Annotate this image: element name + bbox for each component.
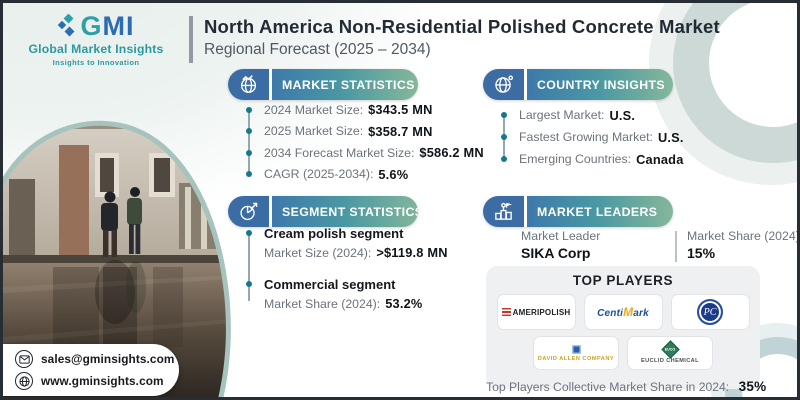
circular-monogram-logo: PC	[670, 294, 750, 330]
segment-label: Market Size (2024):	[264, 246, 372, 260]
stat-label: 2034 Forecast Market Size:	[264, 145, 415, 160]
top-players-box: TOP PLAYERS AMERIPOLISH CentiMark PC DAV…	[486, 266, 766, 394]
brand-tagline: Insights to Innovation	[52, 58, 140, 67]
insight-row: Fastest Growing Market: U.S.	[501, 126, 684, 148]
gmi-diamonds-icon	[58, 13, 75, 36]
podium-leader-icon	[483, 196, 527, 227]
diamond-icon: EUCO	[660, 340, 680, 359]
title-accent-bar	[189, 16, 193, 63]
globe-icon	[483, 69, 527, 100]
market-statistics-list: 2024 Market Size: $343.5 MN 2025 Market S…	[246, 99, 484, 185]
stat-row: 2024 Market Size: $343.5 MN	[246, 99, 484, 121]
section-title: MARKET STATISTICS	[272, 69, 418, 100]
bullet-dot	[246, 171, 252, 178]
market-share-value: 15%	[687, 245, 716, 261]
insight-label: Largest Market:	[519, 108, 605, 122]
market-leader-value: SIKA Corp	[521, 245, 591, 261]
section-title: MARKET LEADERS	[527, 196, 673, 227]
segment-heading: Cream polish segment	[264, 225, 404, 241]
footer-value: 35%	[738, 379, 767, 394]
pie-chart-arrow-icon	[228, 196, 272, 227]
gmi-logo: GMI Global Market Insights Insights to I…	[17, 11, 175, 68]
flag-icon	[501, 308, 511, 316]
stat-value: $343.5 MN	[368, 102, 433, 118]
market-statistics-header: MARKET STATISTICS	[228, 69, 418, 100]
stat-label: 2025 Market Size:	[264, 124, 364, 139]
market-leaders-header: MARKET LEADERS	[483, 196, 673, 227]
segment-label: Market Share (2024):	[264, 297, 381, 311]
bullet-dot	[501, 156, 507, 162]
contact-card: sales@gminsights.com www.gminsights.com	[3, 344, 179, 396]
market-share-label: Market Share (2024)	[687, 229, 800, 243]
top-players-title: TOP PLAYERS	[572, 273, 674, 288]
market-leader-block: Market Leader SIKA Corp	[521, 229, 600, 261]
monogram-circle-icon: PC	[697, 299, 723, 325]
bullet-dot	[501, 134, 507, 140]
insight-label: Fastest Growing Market:	[519, 130, 653, 144]
segment-statistics-list: Cream polish segment Market Size (2024):…	[246, 225, 448, 327]
country-insights-list: Largest Market: U.S. Fastest Growing Mark…	[501, 104, 684, 170]
bullet-dot	[246, 149, 252, 156]
brand-name: Global Market Insights	[28, 42, 164, 56]
top-players-footer: Top Players Collective Market Share in 2…	[486, 378, 766, 396]
insight-value: U.S.	[657, 129, 684, 145]
bullet-dot	[501, 112, 507, 118]
bullet-dot	[246, 128, 252, 135]
euclid-chemical-logo: EUCO EUCLID CHEMICAL	[627, 336, 713, 370]
segment-value: 53.2%	[385, 296, 423, 311]
stat-value: $586.2 MN	[419, 145, 484, 161]
section-title: COUNTRY INSIGHTS	[527, 69, 673, 100]
email-link[interactable]: sales@gminsights.com	[15, 350, 179, 368]
page-title: North America Non-Residential Polished C…	[204, 16, 720, 37]
bullet-connector	[248, 233, 250, 301]
insight-label: Emerging Countries:	[519, 152, 632, 166]
globe-chart-icon	[228, 69, 272, 100]
envelope-icon	[15, 350, 33, 368]
vertical-divider	[675, 231, 677, 262]
page-subtitle: Regional Forecast (2025 – 2034)	[204, 41, 431, 58]
segment-item: Cream polish segment Market Size (2024):…	[246, 225, 448, 262]
segment-statistics-header: SEGMENT STATISTICS	[228, 196, 418, 227]
insight-row: Largest Market: U.S.	[501, 104, 684, 126]
section-title: SEGMENT STATISTICS	[272, 196, 418, 227]
market-leader-label: Market Leader	[521, 229, 601, 243]
bullet-dot	[246, 281, 252, 287]
segment-value: >$119.8 MN	[376, 245, 448, 260]
centimark-logo: CentiMark	[583, 294, 663, 330]
stat-label: 2024 Market Size:	[264, 102, 364, 117]
stat-row: CAGR (2025-2034): 5.6%	[246, 164, 484, 186]
globe-icon	[15, 372, 33, 390]
footer-label: Top Players Collective Market Share in 2…	[486, 380, 730, 394]
stat-row: 2034 Forecast Market Size: $586.2 MN	[246, 142, 484, 164]
stat-label: CAGR (2025-2034):	[264, 167, 374, 182]
page-title-block: North America Non-Residential Polished C…	[189, 16, 720, 63]
segment-item: Commercial segment Market Share (2024): 5…	[246, 276, 448, 313]
insight-value: U.S.	[609, 107, 636, 123]
stat-value: 5.6%	[378, 166, 409, 182]
country-insights-header: COUNTRY INSIGHTS	[483, 69, 673, 100]
website-link[interactable]: www.gminsights.com	[15, 372, 179, 390]
stat-value: $358.7 MN	[368, 123, 433, 139]
segment-heading: Commercial segment	[264, 276, 396, 292]
polished-concrete-photo	[3, 120, 231, 397]
stat-row: 2025 Market Size: $358.7 MN	[246, 121, 484, 143]
ameripolish-logo: AMERIPOLISH	[496, 294, 576, 330]
square-icon	[571, 344, 581, 354]
insight-value: Canada	[636, 151, 684, 167]
market-share-block: Market Share (2024) 15%	[687, 229, 800, 261]
david-allen-company-logo: DAVID ALLEN COMPANY	[533, 336, 619, 370]
gmi-wordmark: GMI	[80, 11, 135, 41]
bullet-connector	[248, 109, 250, 174]
bullet-dot	[246, 230, 252, 236]
bullet-dot	[246, 106, 252, 113]
insight-row: Emerging Countries: Canada	[501, 148, 684, 170]
